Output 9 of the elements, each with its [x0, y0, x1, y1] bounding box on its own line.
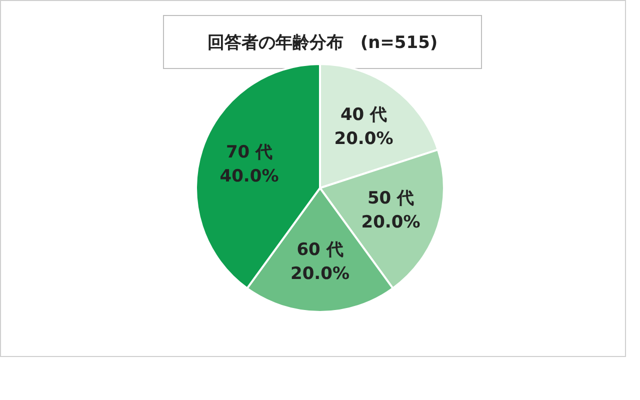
data-label: 20.0%	[334, 129, 394, 150]
slice-label: 70 代	[226, 142, 273, 162]
slice-label: 60 代	[296, 240, 344, 260]
data-label: 20.0%	[290, 264, 350, 284]
chart-title: 回答者の年齢分布 (n=515)	[163, 15, 482, 69]
data-label: 40.0%	[220, 166, 279, 186]
data-label: 20.0%	[361, 212, 420, 232]
slice-label: 40 代	[340, 105, 388, 126]
slice-label: 50 代	[367, 188, 414, 208]
